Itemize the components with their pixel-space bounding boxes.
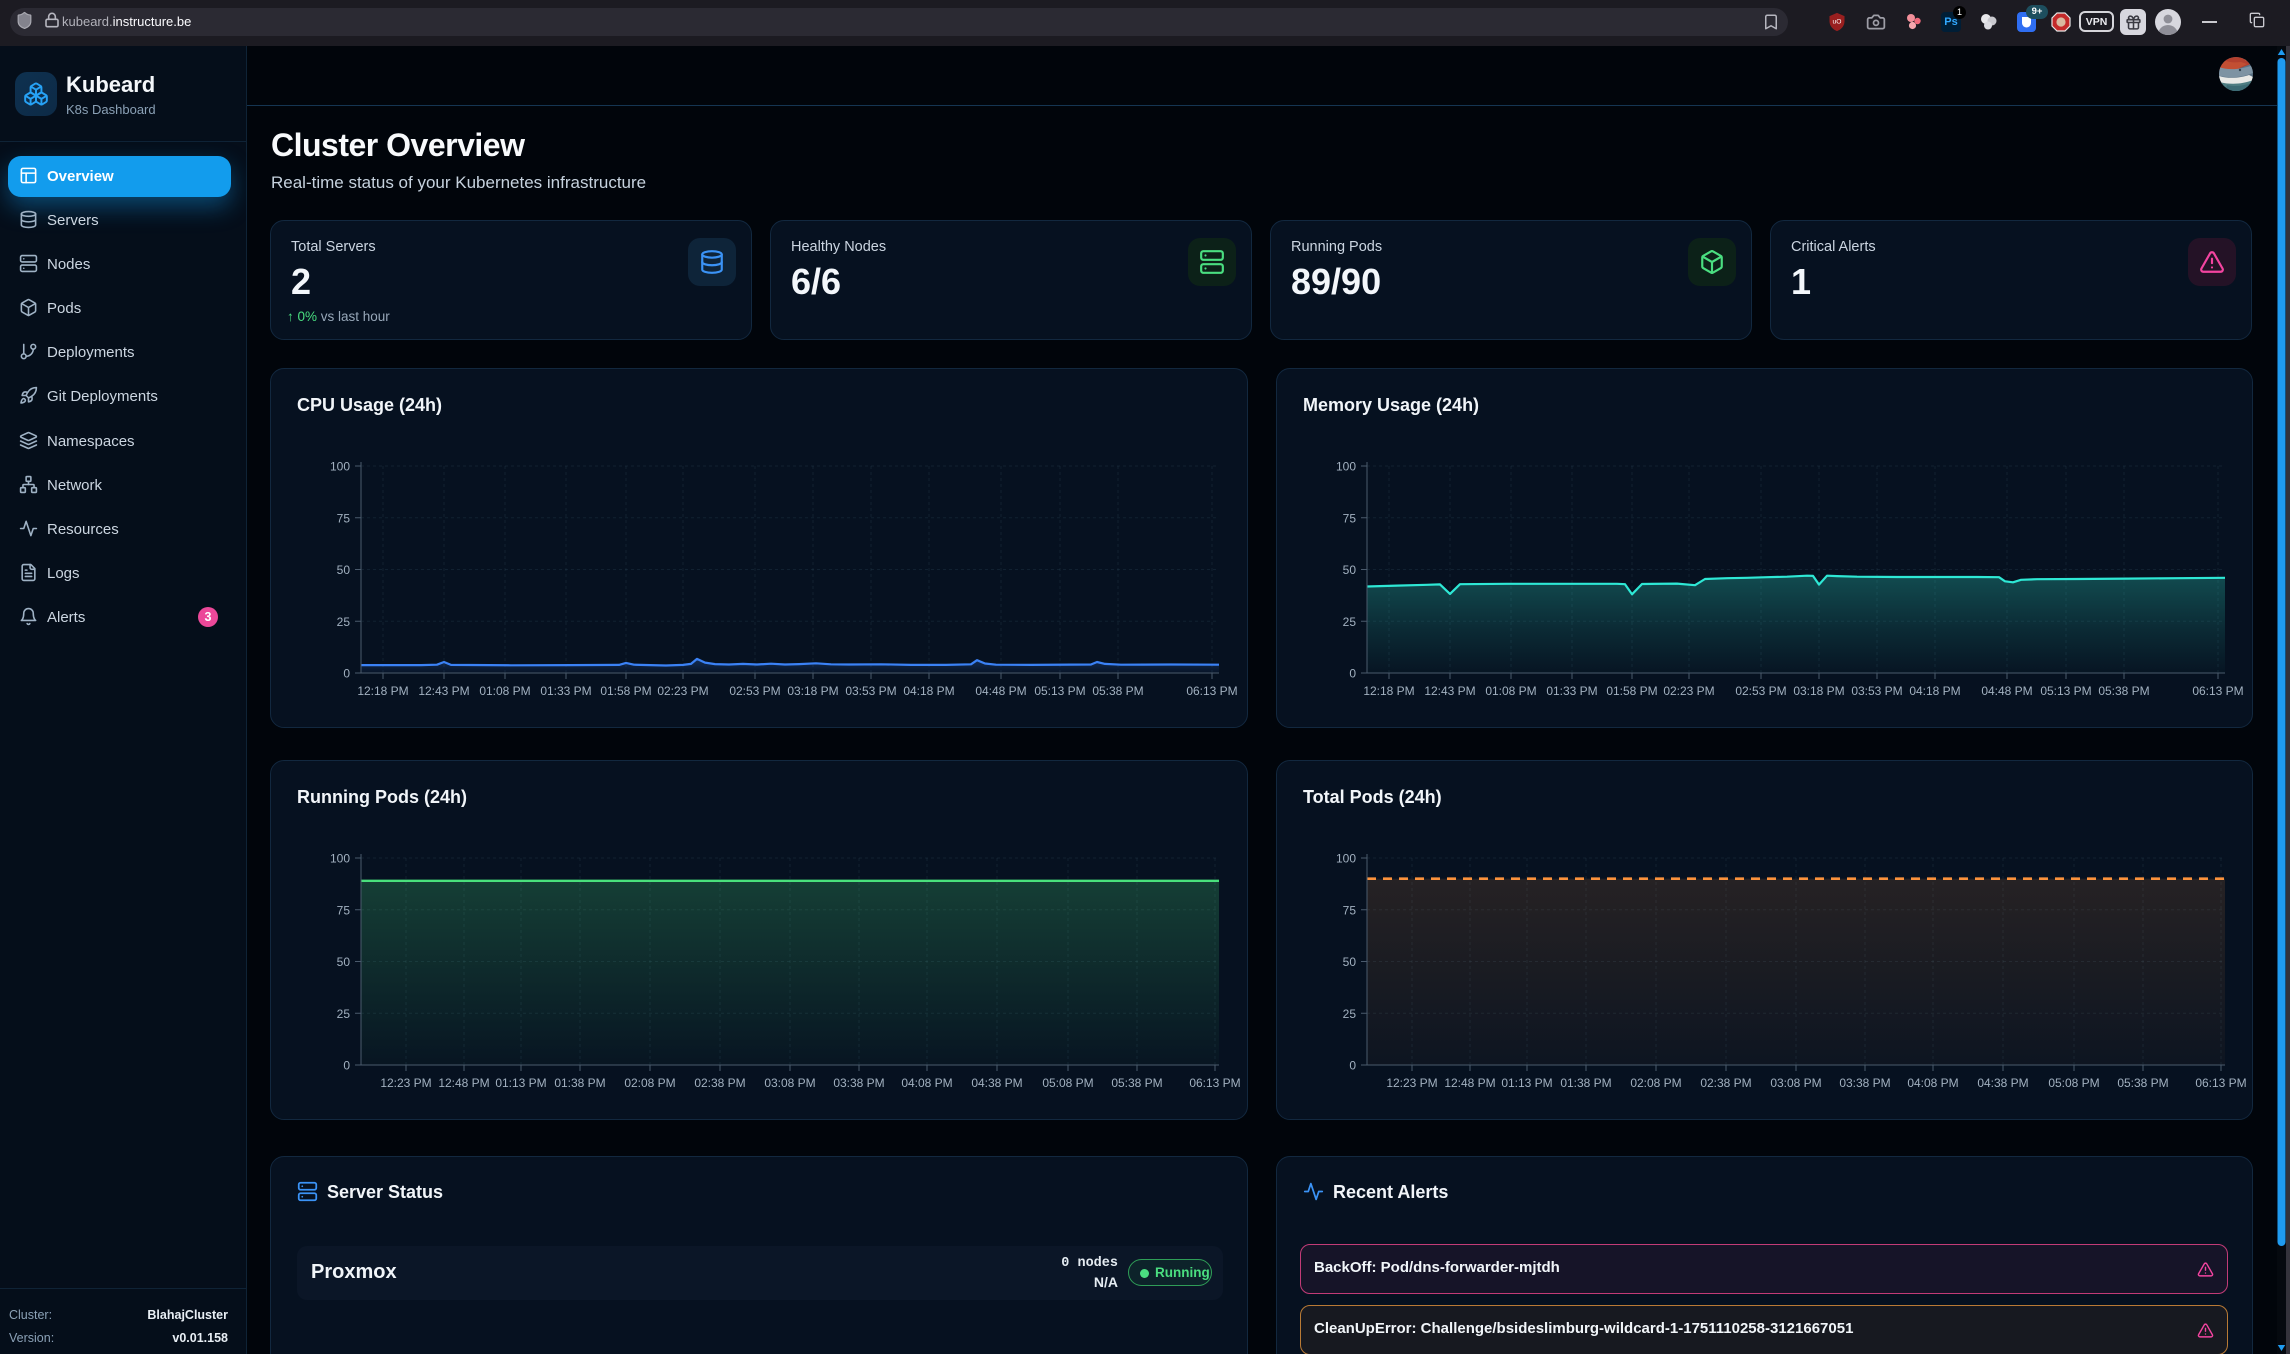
svg-text:04:18 PM: 04:18 PM <box>903 684 954 698</box>
svg-text:03:08 PM: 03:08 PM <box>764 1076 815 1090</box>
svg-text:100: 100 <box>1336 460 1356 474</box>
svg-text:25: 25 <box>1343 615 1357 629</box>
svg-text:75: 75 <box>1343 903 1357 917</box>
svg-text:75: 75 <box>1343 511 1357 525</box>
svg-text:01:33 PM: 01:33 PM <box>1546 684 1597 698</box>
svg-text:05:13 PM: 05:13 PM <box>1034 684 1085 698</box>
svg-text:0: 0 <box>343 1059 350 1073</box>
svg-text:02:38 PM: 02:38 PM <box>1700 1076 1751 1090</box>
svg-text:100: 100 <box>330 460 350 474</box>
svg-text:100: 100 <box>1336 852 1356 866</box>
svg-text:04:48 PM: 04:48 PM <box>975 684 1026 698</box>
svg-text:25: 25 <box>337 615 351 629</box>
svg-text:01:38 PM: 01:38 PM <box>554 1076 605 1090</box>
svg-text:02:23 PM: 02:23 PM <box>657 684 708 698</box>
svg-text:03:53 PM: 03:53 PM <box>845 684 896 698</box>
svg-text:05:38 PM: 05:38 PM <box>1092 684 1143 698</box>
svg-text:05:08 PM: 05:08 PM <box>2048 1076 2099 1090</box>
svg-text:01:13 PM: 01:13 PM <box>495 1076 546 1090</box>
svg-text:06:13 PM: 06:13 PM <box>2192 684 2243 698</box>
svg-text:05:38 PM: 05:38 PM <box>2098 684 2149 698</box>
svg-text:uO: uO <box>1833 18 1842 25</box>
svg-text:12:48 PM: 12:48 PM <box>438 1076 489 1090</box>
svg-text:03:53 PM: 03:53 PM <box>1851 684 1902 698</box>
svg-text:05:13 PM: 05:13 PM <box>2040 684 2091 698</box>
svg-text:12:18 PM: 12:18 PM <box>1363 684 1414 698</box>
svg-text:50: 50 <box>1343 563 1357 577</box>
svg-text:01:08 PM: 01:08 PM <box>1485 684 1536 698</box>
svg-text:04:38 PM: 04:38 PM <box>971 1076 1022 1090</box>
svg-text:12:43 PM: 12:43 PM <box>418 684 469 698</box>
svg-text:02:08 PM: 02:08 PM <box>1630 1076 1681 1090</box>
svg-text:0: 0 <box>1349 1059 1356 1073</box>
svg-text:50: 50 <box>1343 955 1357 969</box>
svg-text:75: 75 <box>337 511 351 525</box>
svg-text:0: 0 <box>343 667 350 681</box>
svg-text:01:58 PM: 01:58 PM <box>600 684 651 698</box>
svg-text:100: 100 <box>330 852 350 866</box>
svg-text:03:38 PM: 03:38 PM <box>1839 1076 1890 1090</box>
svg-text:04:48 PM: 04:48 PM <box>1981 684 2032 698</box>
svg-text:0: 0 <box>1349 667 1356 681</box>
svg-text:04:08 PM: 04:08 PM <box>901 1076 952 1090</box>
svg-text:03:18 PM: 03:18 PM <box>1793 684 1844 698</box>
svg-text:05:38 PM: 05:38 PM <box>1111 1076 1162 1090</box>
svg-text:05:08 PM: 05:08 PM <box>1042 1076 1093 1090</box>
svg-text:05:38 PM: 05:38 PM <box>2117 1076 2168 1090</box>
svg-text:02:38 PM: 02:38 PM <box>694 1076 745 1090</box>
svg-text:06:13 PM: 06:13 PM <box>1186 684 1237 698</box>
svg-text:01:58 PM: 01:58 PM <box>1606 684 1657 698</box>
svg-text:01:08 PM: 01:08 PM <box>479 684 530 698</box>
svg-text:01:33 PM: 01:33 PM <box>540 684 591 698</box>
svg-text:03:18 PM: 03:18 PM <box>787 684 838 698</box>
svg-text:04:18 PM: 04:18 PM <box>1909 684 1960 698</box>
svg-text:02:08 PM: 02:08 PM <box>624 1076 675 1090</box>
svg-text:01:13 PM: 01:13 PM <box>1501 1076 1552 1090</box>
svg-text:04:38 PM: 04:38 PM <box>1977 1076 2028 1090</box>
svg-text:25: 25 <box>337 1007 351 1021</box>
svg-text:12:23 PM: 12:23 PM <box>380 1076 431 1090</box>
svg-text:06:13 PM: 06:13 PM <box>1189 1076 1240 1090</box>
svg-text:12:18 PM: 12:18 PM <box>357 684 408 698</box>
svg-text:02:53 PM: 02:53 PM <box>729 684 780 698</box>
svg-text:01:38 PM: 01:38 PM <box>1560 1076 1611 1090</box>
svg-text:50: 50 <box>337 563 351 577</box>
svg-text:02:23 PM: 02:23 PM <box>1663 684 1714 698</box>
svg-text:12:23 PM: 12:23 PM <box>1386 1076 1437 1090</box>
svg-text:06:13 PM: 06:13 PM <box>2195 1076 2246 1090</box>
svg-text:25: 25 <box>1343 1007 1357 1021</box>
svg-text:04:08 PM: 04:08 PM <box>1907 1076 1958 1090</box>
svg-text:03:08 PM: 03:08 PM <box>1770 1076 1821 1090</box>
svg-text:50: 50 <box>337 955 351 969</box>
svg-text:03:38 PM: 03:38 PM <box>833 1076 884 1090</box>
svg-text:02:53 PM: 02:53 PM <box>1735 684 1786 698</box>
svg-text:12:43 PM: 12:43 PM <box>1424 684 1475 698</box>
svg-text:75: 75 <box>337 903 351 917</box>
svg-text:12:48 PM: 12:48 PM <box>1444 1076 1495 1090</box>
